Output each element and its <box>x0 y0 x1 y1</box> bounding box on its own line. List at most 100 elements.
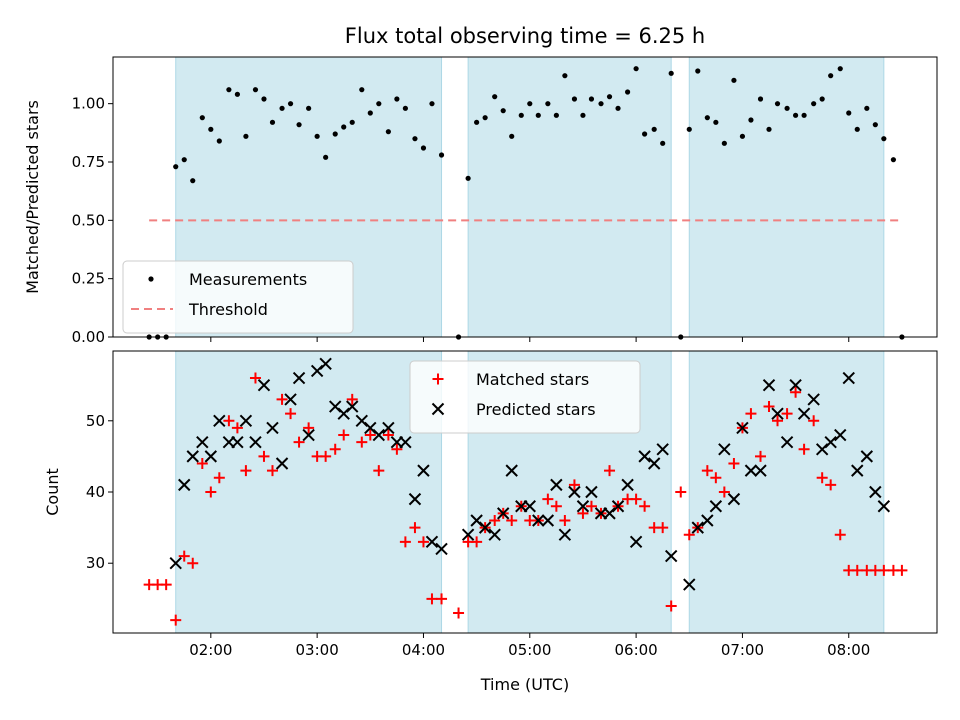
matched-stars-point <box>160 579 172 591</box>
predicted-stars-point <box>213 414 226 427</box>
measurement-point <box>615 105 621 111</box>
predicted-stars-point <box>488 528 501 541</box>
measurement-point <box>721 140 727 146</box>
matched-stars-point <box>701 465 713 477</box>
predicted-stars-point <box>683 578 696 591</box>
y-tick-label: 0.00 <box>72 328 105 346</box>
matched-stars-point <box>559 514 571 526</box>
measurement-point <box>562 73 568 79</box>
measurement-point <box>190 178 196 184</box>
x-tick-label: 07:00 <box>721 641 764 659</box>
matched-stars-point <box>453 607 465 619</box>
matched-stars-point <box>178 550 190 562</box>
matched-stars-point <box>710 472 722 484</box>
measurement-point <box>668 70 674 76</box>
matched-stars-point <box>851 564 863 576</box>
matched-stars-point <box>718 486 730 498</box>
predicted-stars-point <box>196 435 209 449</box>
measurement-point <box>296 122 302 128</box>
measurement-point <box>394 96 400 102</box>
matched-stars-point <box>382 429 394 441</box>
measurement-point <box>518 112 524 118</box>
predicted-stars-point <box>319 357 332 371</box>
matched-stars-point <box>338 429 350 441</box>
measurement-point <box>492 94 498 100</box>
measurement-point <box>864 105 870 111</box>
legend-box <box>409 360 641 434</box>
measurement-point <box>588 96 595 102</box>
predicted-stars-point <box>701 514 714 527</box>
measurement-point <box>341 124 347 130</box>
matched-stars-point <box>577 507 589 519</box>
measurement-point <box>625 89 631 95</box>
matched-stars-point <box>585 500 597 512</box>
matched-stars-point <box>426 593 438 605</box>
matched-stars-point <box>816 472 828 484</box>
measurement-point <box>243 133 249 139</box>
measurement-point <box>846 110 852 116</box>
predicted-stars-point <box>718 443 731 456</box>
measurement-point <box>854 126 860 132</box>
predicted-stars-point <box>860 450 874 463</box>
y-tick-label: 50 <box>86 412 105 430</box>
measurement-point <box>402 105 408 111</box>
measurement-point <box>598 101 604 107</box>
measurement-point <box>376 101 382 107</box>
y-tick-label: 0.50 <box>72 211 105 229</box>
predicted-stars-point <box>691 521 704 534</box>
predicted-stars-point <box>284 393 297 406</box>
predicted-stars-point <box>302 428 315 442</box>
predicted-stars-point <box>382 421 395 435</box>
measurement-point <box>509 133 515 139</box>
matched-stars-point <box>489 514 501 526</box>
axes-frame <box>112 56 938 338</box>
matched-stars-point <box>249 372 261 384</box>
measurement-point <box>465 175 471 181</box>
measurement-point <box>199 115 205 121</box>
measurement-point <box>279 105 285 111</box>
measurement-point <box>695 68 701 74</box>
measurement-point <box>482 115 488 121</box>
matched-stars-point <box>258 450 270 462</box>
measurement-point <box>881 136 887 142</box>
predicted-stars-point <box>292 371 306 385</box>
matched-stars-point <box>240 465 252 477</box>
x-tick-label: 04:00 <box>402 641 445 659</box>
predicted-stars-point <box>629 535 643 549</box>
y-axis-label: Count <box>43 468 62 516</box>
measurement-point <box>686 126 692 132</box>
predicted-stars-point <box>178 478 191 492</box>
measurement-point <box>349 119 355 125</box>
measurement-point <box>429 101 435 107</box>
matched-stars-point <box>808 415 820 427</box>
predicted-stars-point <box>425 535 439 549</box>
predicted-stars-point <box>169 557 182 570</box>
measurement-point <box>660 140 666 146</box>
predicted-stars-point <box>611 500 625 513</box>
matched-stars-point <box>604 465 616 477</box>
matched-stars-point <box>391 443 403 455</box>
x-axis-label: Time (UTC) <box>480 675 569 694</box>
x-tick-label: 03:00 <box>296 641 339 659</box>
measurement-point <box>306 105 312 111</box>
measurement-point <box>784 105 790 111</box>
measurement-point <box>216 138 222 144</box>
predicted-stars-point <box>568 485 581 499</box>
matched-stars-point <box>772 415 784 427</box>
predicted-stars-point <box>656 443 669 456</box>
measurement-point <box>323 154 329 160</box>
measurement-point <box>828 73 834 79</box>
y-tick-label: 30 <box>86 554 105 572</box>
predicted-stars-point <box>877 500 891 513</box>
matched-stars-point <box>213 472 225 484</box>
measurement-point <box>208 126 214 132</box>
matched-stars-point <box>266 465 278 477</box>
predicted-stars-point <box>727 492 741 506</box>
matched-stars-point <box>896 564 908 576</box>
matched-stars-point <box>728 458 740 470</box>
matched-stars-point <box>639 500 651 512</box>
measurement-point <box>837 66 843 72</box>
measurement-point <box>261 96 267 102</box>
matched-stars-point <box>471 536 483 548</box>
y-axis-label: Matched/Predicted stars <box>23 100 42 294</box>
